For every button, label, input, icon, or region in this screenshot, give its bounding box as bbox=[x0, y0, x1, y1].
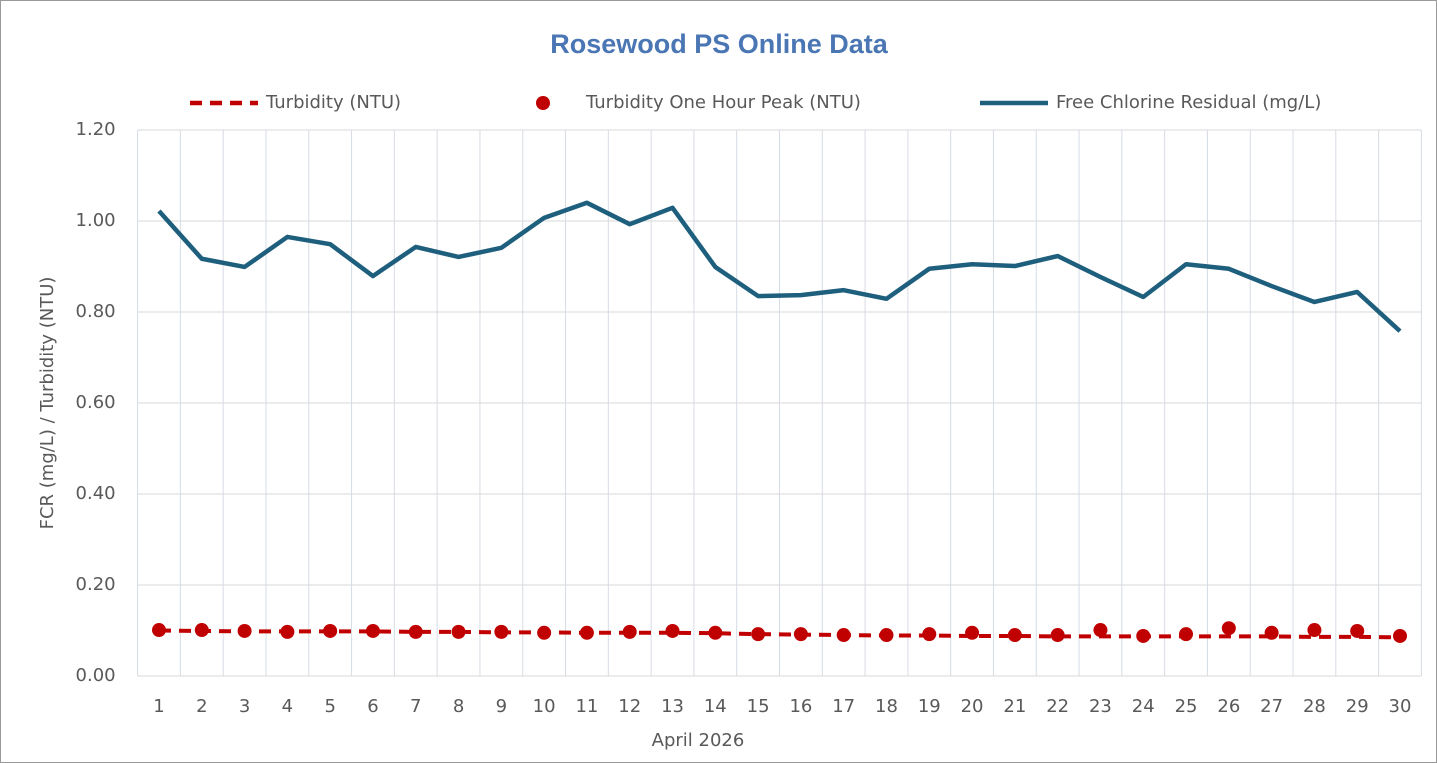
legend-label: Free Chlorine Residual (mg/L) bbox=[1056, 92, 1321, 113]
y-tick-label: 1.20 bbox=[76, 119, 116, 140]
peak-marker bbox=[965, 625, 980, 640]
y-axis-label: FCR (mg/L) / Turbidity (NTU) bbox=[37, 277, 58, 530]
x-tick-label: 14 bbox=[704, 696, 727, 717]
peak-marker bbox=[836, 628, 851, 643]
y-tick-label: 1.00 bbox=[76, 210, 116, 231]
peak-marker bbox=[194, 623, 209, 638]
peak-marker bbox=[751, 627, 766, 642]
x-tick-label: 7 bbox=[410, 696, 421, 717]
x-tick-label: 10 bbox=[533, 696, 556, 717]
series-line bbox=[157, 200, 1402, 333]
x-tick-label: 5 bbox=[324, 696, 335, 717]
x-tick-label: 23 bbox=[1089, 696, 1112, 717]
legend-label: Turbidity One Hour Peak (NTU) bbox=[585, 92, 861, 113]
peak-marker bbox=[280, 624, 295, 639]
peak-marker bbox=[665, 623, 680, 638]
x-tick-label: 6 bbox=[367, 696, 378, 717]
x-tick-label: 25 bbox=[1175, 696, 1198, 717]
x-tick-label: 24 bbox=[1132, 696, 1155, 717]
peak-marker bbox=[708, 625, 723, 640]
y-tick-label: 0.20 bbox=[76, 574, 116, 595]
y-tick-label: 0.60 bbox=[76, 392, 116, 413]
x-tick-label: 9 bbox=[496, 696, 507, 717]
x-tick-label: 16 bbox=[789, 696, 812, 717]
peak-marker bbox=[365, 623, 380, 638]
legend-marker bbox=[536, 96, 550, 110]
peak-marker bbox=[494, 624, 509, 639]
y-tick-label: 0.40 bbox=[76, 483, 116, 504]
legend-label: Turbidity (NTU) bbox=[265, 92, 401, 113]
peak-marker bbox=[793, 627, 808, 642]
x-tick-label: 13 bbox=[661, 696, 684, 717]
peak-marker bbox=[1264, 625, 1279, 640]
x-tick-label: 30 bbox=[1389, 696, 1412, 717]
peak-marker bbox=[537, 625, 552, 640]
peak-marker bbox=[1393, 628, 1408, 643]
x-tick-label: 1 bbox=[153, 696, 164, 717]
x-tick-label: 21 bbox=[1003, 696, 1026, 717]
peak-marker bbox=[1221, 621, 1236, 636]
peak-marker bbox=[151, 623, 166, 638]
peak-marker bbox=[1136, 628, 1151, 643]
peak-marker bbox=[622, 624, 637, 639]
x-tick-label: 29 bbox=[1346, 696, 1369, 717]
peak-marker bbox=[237, 623, 252, 638]
peak-marker bbox=[1179, 627, 1194, 642]
peak-marker bbox=[1350, 623, 1365, 638]
x-tick-label: 17 bbox=[832, 696, 855, 717]
x-tick-label: 4 bbox=[282, 696, 293, 717]
peak-marker bbox=[1307, 623, 1322, 638]
x-tick-label: 26 bbox=[1217, 696, 1240, 717]
x-tick-label: 20 bbox=[961, 696, 984, 717]
peak-marker bbox=[408, 624, 423, 639]
x-tick-label: 27 bbox=[1260, 696, 1283, 717]
peak-marker bbox=[1093, 623, 1108, 638]
peak-marker bbox=[922, 627, 937, 642]
x-tick-label: 18 bbox=[875, 696, 898, 717]
x-tick-label: 28 bbox=[1303, 696, 1326, 717]
x-tick-label: 11 bbox=[575, 696, 598, 717]
x-tick-label: 2 bbox=[196, 696, 207, 717]
x-tick-label: 8 bbox=[453, 696, 464, 717]
x-axis-label: April 2026 bbox=[652, 730, 745, 751]
peak-marker bbox=[1050, 628, 1065, 643]
series-line bbox=[158, 628, 1401, 640]
x-tick-label: 22 bbox=[1046, 696, 1069, 717]
peak-marker bbox=[451, 624, 466, 639]
chart-title: Rosewood PS Online Data bbox=[550, 29, 889, 59]
peak-marker bbox=[1007, 628, 1022, 643]
peak-marker bbox=[323, 623, 338, 638]
x-tick-label: 19 bbox=[918, 696, 941, 717]
y-tick-label: 0.80 bbox=[76, 301, 116, 322]
peak-marker bbox=[879, 628, 894, 643]
x-tick-label: 15 bbox=[747, 696, 770, 717]
x-tick-label: 3 bbox=[239, 696, 250, 717]
y-tick-label: 0.00 bbox=[76, 665, 116, 686]
x-tick-label: 12 bbox=[618, 696, 641, 717]
peak-marker bbox=[579, 625, 594, 640]
